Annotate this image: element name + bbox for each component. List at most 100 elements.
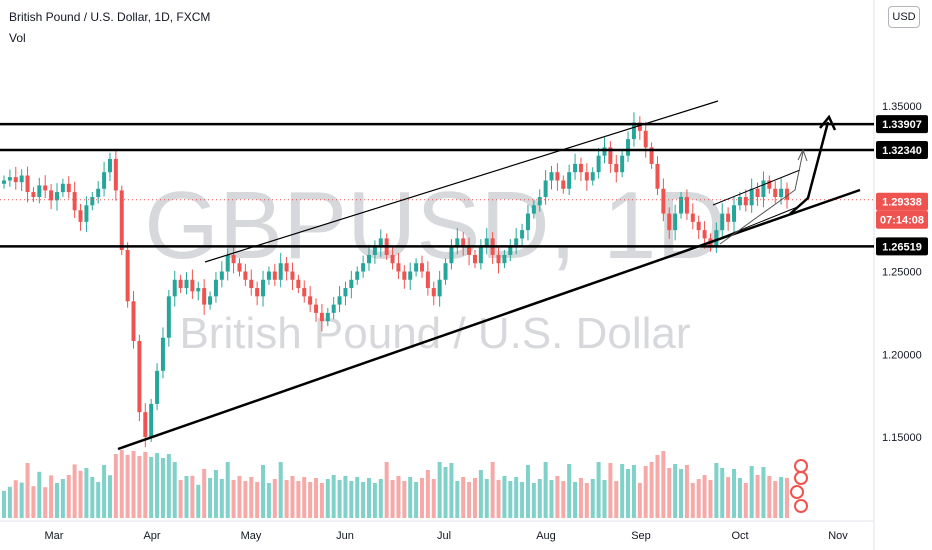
candle [390,247,395,270]
candle [520,223,525,248]
volume-bar [484,479,489,518]
volume-bar [425,470,430,518]
volume-bar [520,482,525,518]
candle [255,281,260,306]
volume-bar [72,464,77,518]
volume-bar [643,466,648,518]
volume-bar [25,463,30,518]
volume-bar [478,470,483,518]
chart-title: British Pound / U.S. Dollar, 1D, FXCM [9,10,211,24]
small-channel-bottom-line[interactable] [712,205,801,242]
candle [325,307,330,327]
volume-bar [549,480,554,518]
volume-bar [573,482,578,518]
volume-bar [726,477,731,518]
projection-path[interactable] [719,151,804,245]
volume-bar [655,455,660,518]
candle [561,175,566,194]
volume-bar [608,463,613,518]
currency-badge-button[interactable]: USD [888,6,920,28]
candle [331,296,336,320]
volume-bar [54,483,59,518]
volume-bar [137,456,142,518]
volume-bar [620,464,625,518]
price-axis-border [0,0,875,550]
volume-bar [37,471,42,518]
channel-upper-trendline[interactable] [204,100,719,263]
volume-bar [602,480,607,518]
volume-bar [543,462,548,518]
candle [172,270,177,307]
candles-layer [2,112,789,448]
candle [49,184,54,210]
candle [131,291,136,349]
candle [620,150,625,178]
volume-bar [402,481,407,518]
volume-bar [2,490,6,518]
volume-bar [102,465,107,518]
volume-bar [31,486,36,518]
volume-bar [13,480,18,518]
candle [661,178,666,222]
price-level-badge: 1.26519 [876,237,928,256]
current-price-badge: 1.29338 [876,192,928,211]
volume-bar [785,477,789,518]
time-tick-label: Nov [828,530,848,542]
candle [726,207,731,231]
volume-bar [631,465,636,518]
candle [478,239,483,270]
svg-text:1.33907: 1.33907 [882,119,922,131]
candle [543,170,548,205]
price-axis[interactable]: 1.15000 1.20000 1.25000 1.35000 [882,101,922,444]
time-axis[interactable]: Mar Apr May Jun Jul Aug Sep Oct Nov [45,530,849,542]
candle [637,116,642,140]
volume-bar [378,479,383,518]
volume-bar [237,476,242,518]
svg-text:1.26519: 1.26519 [882,241,922,253]
event-flag-icon [794,459,808,473]
volume-bar [578,478,583,518]
candle [643,121,648,158]
candle [396,252,401,280]
candle [755,182,760,206]
candle [608,141,613,173]
small-channel-top-line[interactable] [712,169,801,206]
arrow-head-icon [819,114,837,131]
candle [367,244,372,271]
candle [160,327,165,379]
volume-bar [172,462,177,518]
economic-events[interactable] [790,459,808,513]
candle [107,152,112,182]
volume-bar [384,462,389,518]
svg-text:07:14:08: 07:14:08 [880,215,924,227]
price-tick-label: 1.20000 [882,349,922,361]
volume-bar [96,482,101,518]
candle [37,177,42,204]
candle [119,185,124,255]
candle [290,262,295,291]
target-arrow-path[interactable] [789,121,830,215]
candle [467,237,472,266]
volume-bar [208,478,213,518]
candle [761,171,766,208]
candle [584,163,589,191]
volume-bar [649,462,654,518]
support-trendline[interactable] [117,188,861,451]
candle [667,207,672,240]
candle [84,196,89,233]
time-tick-label: May [241,530,262,542]
svg-text:1.32340: 1.32340 [882,145,922,157]
volume-bar [19,482,24,518]
volume-bar [349,481,354,518]
candle [655,156,660,196]
candle [484,228,489,255]
candle [743,189,748,212]
candle [296,274,301,294]
volume-bar [66,475,71,518]
volume-bar [155,453,160,518]
volume-bar [673,464,678,518]
candle [684,189,689,220]
volume-bar [408,477,413,518]
volume-bar [113,454,118,518]
